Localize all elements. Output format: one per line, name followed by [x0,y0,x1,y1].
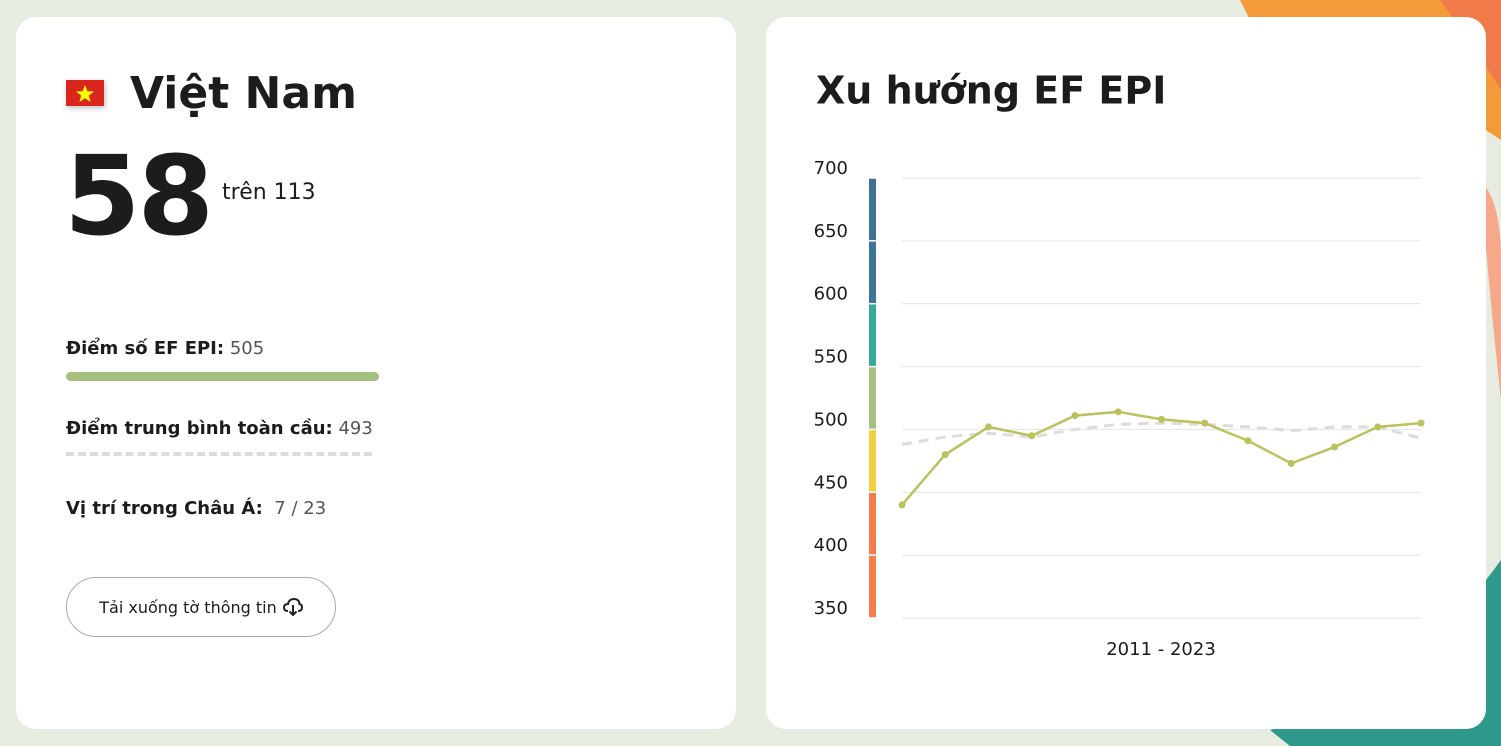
proficiency-band [869,366,876,430]
data-point [941,451,949,459]
data-point [985,423,992,431]
region-label: Vị trí trong Châu Á: [66,498,263,519]
flag [66,80,104,106]
proficiency-band [869,303,876,367]
score-label: Điểm số EF EPI: [66,338,225,359]
data-point [1374,423,1382,431]
score-bar [66,372,380,381]
region-row: Vị trí trong Châu Á: 7 / 23 [66,498,326,519]
global-bar [66,452,372,456]
y-tick-label: 650 [814,221,848,242]
chart-card [766,17,1486,729]
x-axis-label: 2011 - 2023 [1106,639,1216,660]
y-tick-label: 550 [814,347,848,368]
data-point [1071,412,1079,420]
y-tick-label: 500 [814,409,848,430]
data-point [898,501,906,509]
score-row: Điểm số EF EPI: 505 [66,338,264,359]
series-line [901,421,1422,446]
data-point [1158,415,1165,423]
rank-of: trên 113 [222,180,316,205]
y-tick-label: 700 [814,158,848,179]
country-name: Việt Nam [130,68,357,119]
data-point [1244,437,1252,445]
cloud-icon [282,598,303,616]
download-button[interactable]: Tải xuống tờ thông tin [66,577,336,637]
global-label: Điểm trung bình toàn cầu: [66,418,333,439]
data-point [1028,432,1036,440]
y-tick-label: 350 [814,598,848,619]
y-tick-label: 600 [814,284,848,305]
chart-title: Xu hướng EF EPI [816,69,1166,113]
score-value: 505 [229,338,265,359]
data-point [1114,408,1122,416]
global-row: Điểm trung bình toàn cầu: 493 [66,418,373,439]
download-label: Tải xuống tờ thông tin [99,597,277,617]
rank: 58 [64,132,214,260]
y-tick-label: 450 [814,472,848,493]
data-point [1331,443,1338,451]
global-value: 493 [338,418,373,439]
proficiency-band [869,429,876,493]
y-tick-label: 400 [814,535,848,556]
region-value: 7 / 23 [274,498,327,519]
data-point [1417,419,1425,427]
data-point [1201,419,1209,427]
data-point [1287,459,1295,467]
